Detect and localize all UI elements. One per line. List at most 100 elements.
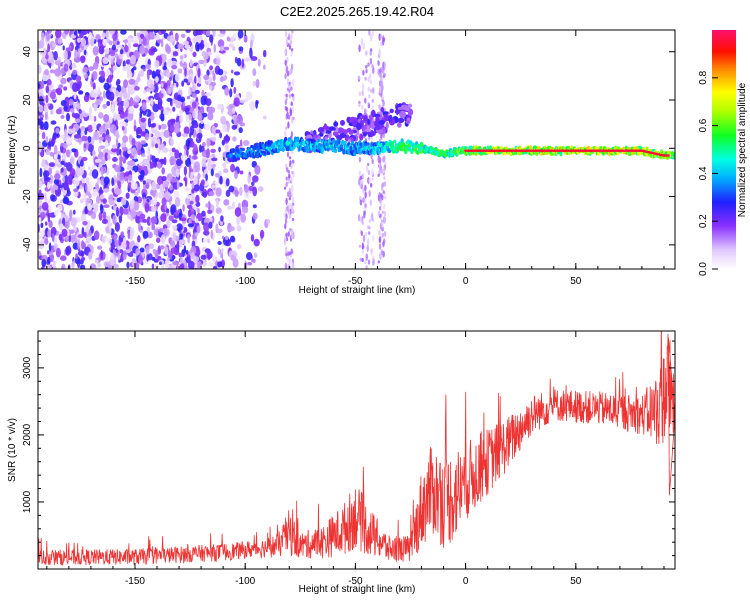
spectrogram-noise-cell xyxy=(81,135,88,142)
spectrogram-noise-cell xyxy=(81,117,85,126)
spectrogram-noise-cell xyxy=(192,36,198,44)
spectrogram-marks xyxy=(38,30,675,269)
spectrogram-streak-cell xyxy=(290,228,294,236)
spectrogram-noise-cell xyxy=(193,175,198,185)
spectrogram-noise-cell xyxy=(185,250,189,255)
spectrogram-noise-cell xyxy=(210,229,214,240)
spectrogram-noise-cell xyxy=(119,156,126,162)
spectrogram-noise-cell xyxy=(225,134,229,143)
spectrogram-noise-cell xyxy=(159,245,165,250)
spectrogram-noise-cell xyxy=(194,89,200,94)
spectrogram-noise-cell xyxy=(189,168,194,173)
spectrogram-noise-cell xyxy=(148,131,152,140)
spectrogram-noise-cell xyxy=(88,31,93,41)
spectrogram-noise-cell xyxy=(55,127,60,134)
spectrogram-noise-cell xyxy=(160,82,164,88)
spectrogram-noise-cell xyxy=(172,261,180,266)
spectrogram-ridge-cell xyxy=(337,139,341,145)
spectrogram-noise-cell xyxy=(188,113,192,120)
spectrogram-noise-cell xyxy=(175,168,180,178)
spectrogram-core-cell xyxy=(667,154,670,157)
spectrogram-noise-cell xyxy=(48,242,52,252)
spectrogram-streak-cell xyxy=(379,34,382,40)
spectrogram-noise-cell xyxy=(120,30,127,35)
spectrogram-ridge-cell xyxy=(316,139,321,143)
spectrogram-noise-cell xyxy=(57,184,63,189)
spectrogram-noise-cell xyxy=(47,256,51,264)
spectrogram-noise-cell xyxy=(128,84,136,95)
spectrogram-noise-cell xyxy=(54,152,58,159)
spectrogram-noise-cell xyxy=(117,105,124,114)
spectrogram-streak-cell xyxy=(371,158,374,164)
spectrogram-noise-cell xyxy=(96,134,99,139)
spectrogram-streak-cell xyxy=(369,79,373,85)
spectrogram-noise-cell xyxy=(151,70,156,79)
spectrogram-noise-cell xyxy=(232,46,236,51)
spectrogram-noise-cell xyxy=(38,180,43,188)
colorbar-ticks: 0.0 0.2 0.4 0.6 0.8 xyxy=(698,70,718,276)
spectrogram-noise-cell xyxy=(200,254,207,260)
spectrogram-streak-cell xyxy=(383,61,386,68)
spectrogram-noise-cell xyxy=(79,180,82,186)
spectrogram-noise-cell xyxy=(183,149,187,156)
spectrogram-noise-cell xyxy=(204,92,212,97)
spectrogram-noise-cell xyxy=(66,47,71,52)
spectrogram-noise-cell xyxy=(179,114,184,124)
spectrogram-streak-cell xyxy=(380,80,383,87)
spectrogram-ridge-cell xyxy=(342,148,346,155)
spectrogram-noise-cell xyxy=(212,70,215,77)
spectrogram-noise-cell xyxy=(139,120,147,130)
spectrogram-noise-cell xyxy=(144,202,150,213)
spectrogram-ridge-cell xyxy=(287,137,291,141)
spectrogram-ridge-cell xyxy=(393,139,397,144)
spectrogram-streak-cell xyxy=(288,173,291,179)
spectrogram-noise-cell xyxy=(259,229,265,239)
spectrogram-noise-cell xyxy=(142,180,146,185)
spectrogram-ridge-cell xyxy=(350,141,354,145)
spectrogram-noise-cell xyxy=(257,58,261,67)
spectrogram-noise-cell xyxy=(71,112,76,118)
spectrogram-noise-cell xyxy=(232,258,239,268)
spectrogram-ridge-cell xyxy=(286,145,290,152)
spectrogram-ridge-cell xyxy=(290,146,294,152)
spectrogram-streak-cell xyxy=(358,178,361,186)
spectrogram-noise-cell xyxy=(228,226,235,232)
spectrogram-streak-cell xyxy=(359,199,363,206)
spectrogram-noise-cell xyxy=(83,94,90,103)
spectrogram-noise-cell xyxy=(233,71,241,76)
spectrogram-noise-cell xyxy=(132,170,135,176)
spectrogram-noise-cell xyxy=(224,87,230,96)
spectrogram-streak-cell xyxy=(383,176,386,180)
spectrogram-noise-cell xyxy=(172,106,176,112)
spectrogram-branch-cell xyxy=(367,132,372,138)
spectrogram-noise-cell xyxy=(247,174,251,184)
spectrogram-noise-cell xyxy=(215,129,221,134)
spectrogram-noise-cell xyxy=(131,147,137,157)
spectrogram-noise-cell xyxy=(217,241,222,245)
spectrogram-noise-cell xyxy=(206,250,213,260)
spectrogram-noise-cell xyxy=(99,186,103,194)
spectrogram-noise-cell xyxy=(48,84,54,89)
spectrogram-noise-cell xyxy=(201,89,205,97)
spectrogram-noise-cell xyxy=(200,95,207,106)
spectrogram-x-tick-label: 0 xyxy=(463,276,469,287)
spectrogram-ridge-cell xyxy=(333,149,338,153)
spectrogram-noise-cell xyxy=(172,51,179,57)
spectrogram-noise-cell xyxy=(201,112,208,118)
spectrogram-noise-cell xyxy=(202,142,206,147)
snr-x-tick-label: -150 xyxy=(125,576,145,587)
spectrogram-streak-cell xyxy=(362,42,366,50)
spectrogram-noise-cell xyxy=(160,116,165,122)
spectrogram-noise-cell xyxy=(151,181,157,191)
spectrogram-streak-cell xyxy=(284,235,287,243)
spectrogram-noise-cell xyxy=(68,235,71,243)
spectrogram-streak-cell xyxy=(362,197,365,203)
spectrogram-noise-cell xyxy=(102,90,106,99)
spectrogram-noise-cell xyxy=(152,48,158,53)
spectrogram-branch-cell xyxy=(324,136,328,141)
spectrogram-noise-cell xyxy=(43,192,47,201)
spectrogram-noise-cell xyxy=(225,189,231,197)
spectrogram-streak-cell xyxy=(290,176,293,184)
spectrogram-streak-cell xyxy=(382,37,386,42)
spectrogram-noise-cell xyxy=(90,225,94,234)
